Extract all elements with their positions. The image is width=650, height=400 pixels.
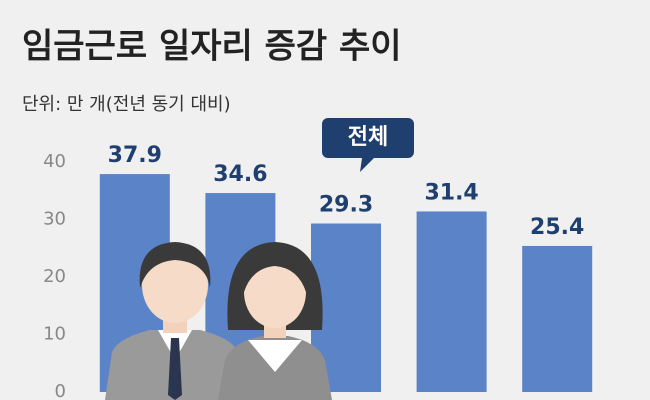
y-tick-label: 10 bbox=[43, 324, 66, 345]
y-tick-label: 40 bbox=[43, 151, 66, 172]
chart-subtitle: 단위: 만 개(전년 동기 대비) bbox=[22, 94, 231, 115]
woman-face bbox=[244, 256, 306, 328]
y-tick-label: 0 bbox=[55, 381, 66, 400]
bar bbox=[522, 245, 593, 392]
y-tick-label: 20 bbox=[43, 266, 66, 287]
woman-bangs bbox=[243, 250, 307, 292]
annotation-bubble bbox=[322, 118, 414, 172]
value-label: 29.3 bbox=[319, 193, 373, 218]
woman-collar bbox=[248, 340, 302, 372]
annotation: 전체 bbox=[348, 125, 388, 150]
value-label: 31.4 bbox=[424, 180, 478, 205]
value-label: 37.9 bbox=[108, 143, 162, 168]
people-illustration bbox=[105, 242, 332, 400]
man-hair bbox=[139, 242, 211, 288]
bar bbox=[416, 211, 487, 392]
value-label: 25.4 bbox=[530, 215, 584, 240]
chart-title: 임금근로 일자리 증감 추이 bbox=[22, 27, 402, 67]
man-tie bbox=[168, 338, 182, 400]
y-tick-label: 30 bbox=[43, 209, 66, 230]
man-face bbox=[142, 247, 208, 323]
value-label: 34.6 bbox=[213, 162, 267, 187]
